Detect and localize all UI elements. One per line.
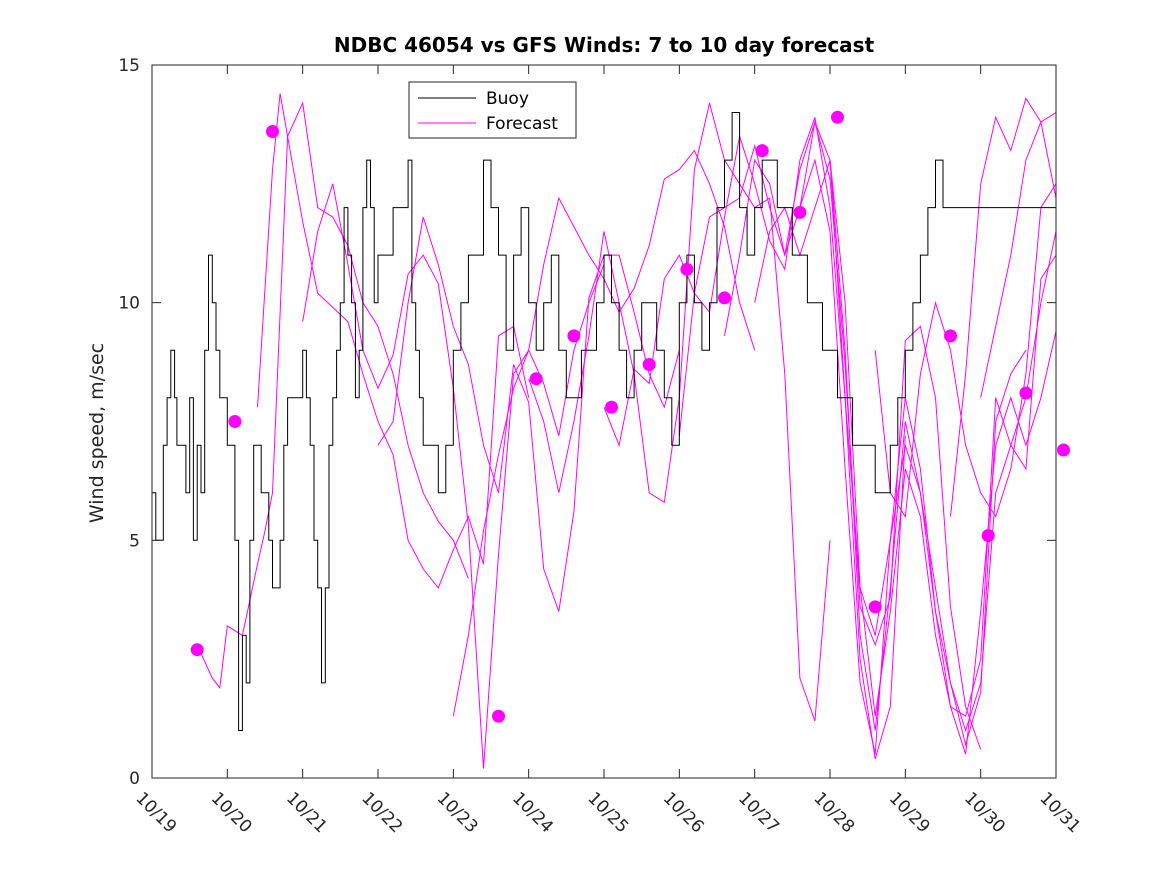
forecast-line-14 bbox=[950, 97, 1056, 517]
buoy-line bbox=[152, 112, 1056, 731]
chart-title: NDBC 46054 vs GFS Winds: 7 to 10 day for… bbox=[334, 33, 875, 57]
legend-label-forecast: Forecast bbox=[486, 114, 558, 134]
forecast-line-8 bbox=[678, 120, 982, 750]
forecast-marker bbox=[529, 372, 543, 386]
y-tick-label: 5 bbox=[129, 531, 140, 551]
forecast-line-1 bbox=[196, 101, 469, 689]
y-axis-label: Wind speed, m/sec bbox=[86, 343, 108, 523]
forecast-line-11 bbox=[799, 120, 1056, 733]
forecast-line-10 bbox=[754, 159, 1056, 717]
y-tick-label: 10 bbox=[118, 294, 140, 314]
forecast-marker bbox=[981, 529, 995, 543]
x-tick-label: 10/30 bbox=[960, 788, 1009, 837]
x-tick-label: 10/28 bbox=[809, 788, 858, 837]
forecast-marker bbox=[190, 643, 204, 657]
forecast-line-12 bbox=[829, 160, 1056, 755]
forecast-marker bbox=[642, 358, 656, 371]
forecast-line-2 bbox=[257, 93, 530, 589]
forecast-marker bbox=[228, 415, 242, 428]
forecast-line-13 bbox=[874, 183, 1056, 519]
x-tick-label: 10/23 bbox=[433, 788, 482, 837]
forecast-line-7 bbox=[603, 117, 906, 760]
forecast-line-9 bbox=[724, 158, 1027, 755]
forecast-marker bbox=[718, 291, 731, 305]
x-tick-label: 10/20 bbox=[207, 788, 256, 837]
x-tick-label: 10/26 bbox=[659, 788, 708, 837]
y-tick-label: 0 bbox=[129, 769, 140, 789]
forecast-marker bbox=[793, 205, 807, 219]
forecast-line-4 bbox=[377, 216, 680, 612]
forecast-marker bbox=[868, 600, 882, 614]
forecast-marker bbox=[755, 144, 769, 158]
forecast-marker bbox=[680, 262, 694, 276]
forecast-marker bbox=[1057, 443, 1070, 457]
forecast-marker bbox=[567, 329, 581, 343]
x-tick-label: 10/24 bbox=[508, 788, 557, 837]
forecast-line-15 bbox=[980, 112, 1056, 398]
x-tick-label: 10/25 bbox=[583, 788, 632, 837]
x-tick-label: 10/27 bbox=[734, 788, 783, 837]
forecast-marker bbox=[492, 709, 505, 723]
legend-label-buoy: Buoy bbox=[486, 89, 529, 109]
x-tick-label: 10/21 bbox=[282, 788, 331, 837]
forecast-marker bbox=[266, 125, 279, 138]
forecast-marker bbox=[831, 110, 844, 124]
forecast-marker bbox=[605, 400, 618, 414]
forecast-marker bbox=[1019, 386, 1033, 400]
x-tick-label: 10/22 bbox=[357, 788, 406, 837]
legend-box bbox=[408, 81, 577, 139]
x-tick-label: 10/29 bbox=[885, 788, 934, 837]
forecast-marker bbox=[944, 329, 957, 343]
x-tick-label: 10/19 bbox=[131, 788, 180, 837]
x-tick-label: 10/31 bbox=[1035, 788, 1084, 837]
legend: Buoy Forecast bbox=[408, 81, 577, 139]
y-tick-label: 15 bbox=[118, 56, 140, 76]
axes-box bbox=[151, 64, 1057, 779]
